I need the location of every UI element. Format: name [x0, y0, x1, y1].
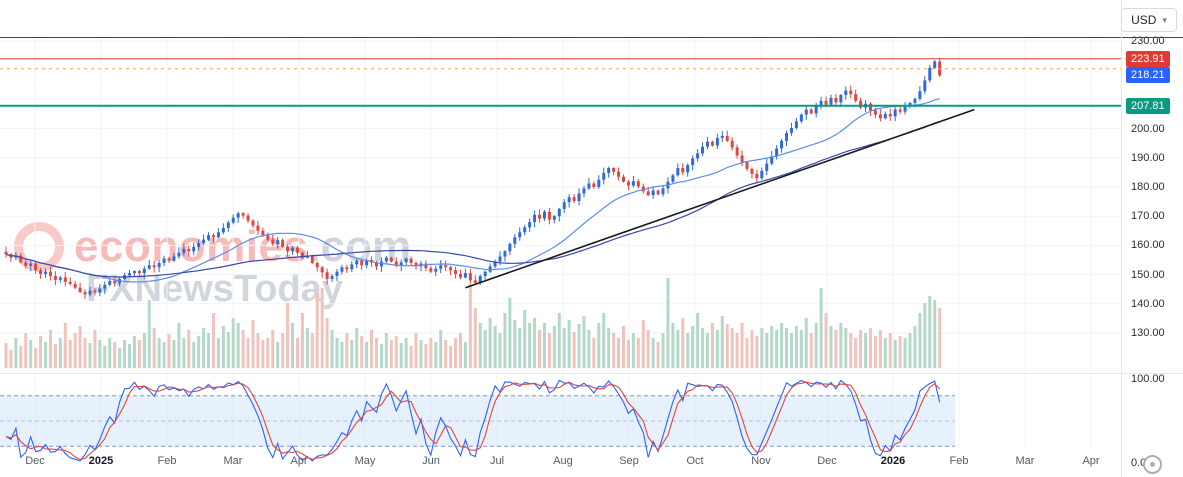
time-axis-label: May: [354, 455, 376, 467]
resistance-line-price-label: 223.91: [1126, 50, 1170, 67]
currency-label: USD: [1131, 13, 1157, 27]
time-axis-label: Sep: [619, 455, 639, 467]
time-axis-label: Jun: [422, 455, 440, 467]
chevron-down-icon: ▾: [1162, 14, 1167, 25]
time-axis-label: Oct: [686, 455, 704, 467]
price-axis-tick: 200.00: [1131, 122, 1165, 135]
price-axis-tick: 190.00: [1131, 151, 1165, 164]
price-levels: [0, 58, 1122, 107]
time-axis-label: 2026: [880, 455, 906, 467]
time-axis-label: Apr: [1082, 455, 1100, 467]
time-axis-label: Mar: [1015, 455, 1035, 467]
ma-slow-line: [5, 120, 940, 278]
stoch-k-line: [5, 379, 941, 462]
pane-top-border: [0, 37, 1183, 38]
time-axis-label: Jul: [489, 455, 505, 467]
time-axis-label: Dec: [25, 455, 45, 467]
volume-series: [4, 278, 942, 368]
price-axis-tick: 170.00: [1131, 210, 1165, 223]
stoch-d-line: [5, 381, 941, 460]
economies-logo-icon: [14, 222, 64, 272]
trendline-layer: [465, 108, 975, 289]
logo-dot: [1150, 462, 1155, 467]
price-axis-tick: 230.00: [1131, 35, 1165, 47]
stochastic-series: [5, 379, 941, 462]
time-axis-label: Feb: [157, 455, 177, 467]
currency-dropdown[interactable]: USD ▾: [1121, 8, 1177, 32]
time-axis-label: 2025: [88, 455, 114, 467]
time-axis-label: Feb: [949, 455, 969, 467]
price-axis-tick: 180.00: [1131, 181, 1165, 193]
price-axis-border: [1121, 0, 1122, 477]
time-axis-label: Aug: [553, 455, 573, 467]
pane-separator: [0, 373, 1183, 374]
price-axis-tick: 130.00: [1131, 327, 1165, 339]
time-axis-label: Nov: [751, 455, 771, 467]
last-price-price-label: 218.21: [1126, 67, 1170, 84]
price-axis-tick: 100.00: [1131, 373, 1165, 385]
time-axis[interactable]: Dec 2025 Feb Mar Apr May Jun Jul Aug Sep Oct Nov Dec…: [0, 449, 1122, 477]
price-axis-tick: 150.00: [1131, 268, 1165, 281]
time-axis-label: Apr: [290, 455, 308, 467]
trend-line[interactable]: [465, 108, 975, 289]
time-axis-label: Dec: [817, 455, 837, 467]
watermark-brand: economies.com: [74, 222, 412, 271]
stochastic-band: [0, 395, 955, 447]
price-axis-tick: 160.00: [1131, 239, 1165, 252]
support-line-price-label: 207.81: [1126, 97, 1170, 114]
moving-averages: [5, 98, 940, 283]
price-axis-tick: 140.00: [1131, 297, 1165, 310]
chart-plot-area[interactable]: [0, 0, 1122, 468]
ma-fast-line: [5, 98, 940, 283]
time-axis-label: Mar: [223, 455, 243, 467]
candles-series: [4, 57, 942, 299]
price-axis[interactable]: 230.00 200.00 190.00 180.00 170.00 160.00 150.…: [1122, 0, 1183, 477]
chart-logo-icon[interactable]: [1143, 455, 1162, 474]
